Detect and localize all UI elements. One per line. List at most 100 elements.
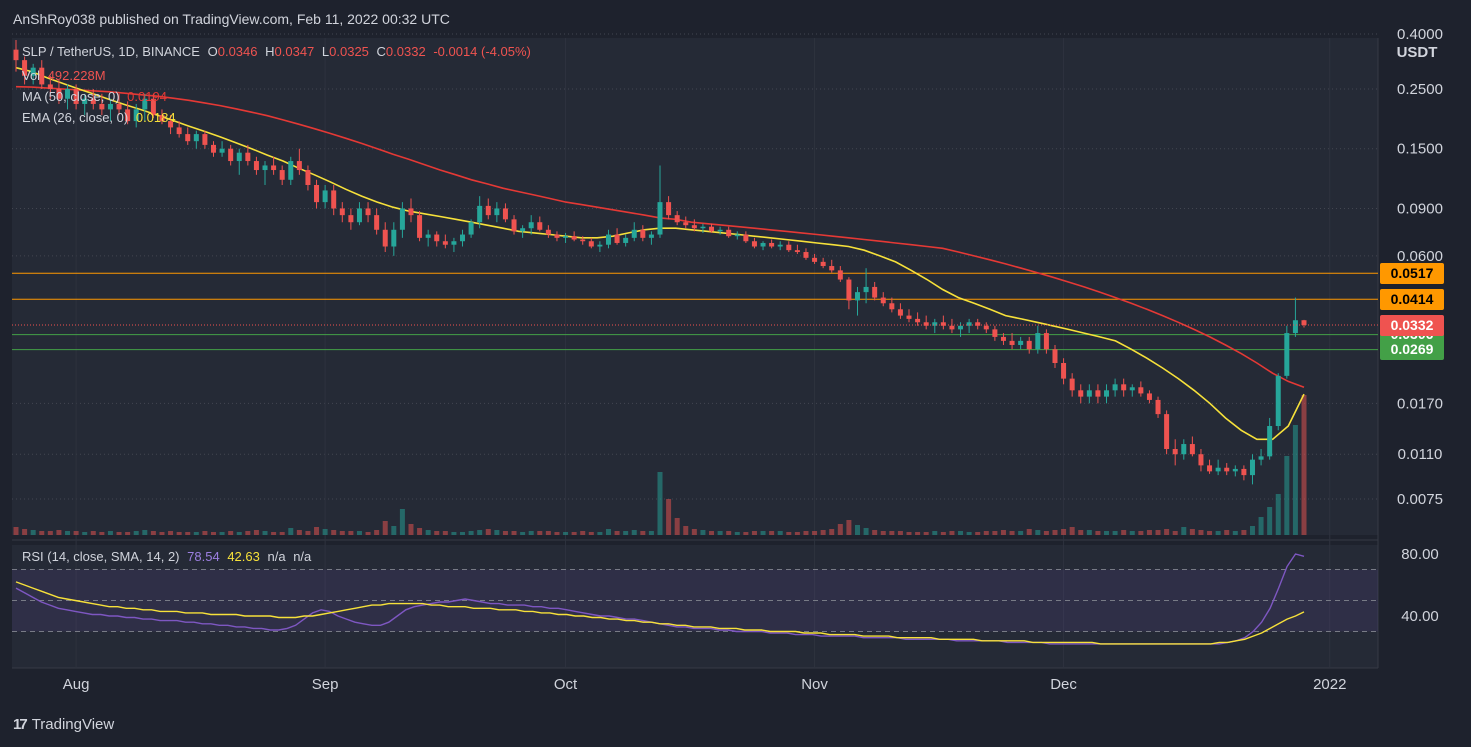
candle (322, 184, 328, 209)
volume-bar (485, 529, 491, 535)
volume-bar (56, 530, 62, 535)
candle (1164, 410, 1170, 455)
volume-bar (159, 532, 165, 535)
candle-body (631, 229, 637, 238)
candle (30, 63, 36, 85)
volume-bar (1061, 529, 1067, 535)
candle (940, 315, 946, 330)
candle-body (880, 297, 886, 304)
candle (13, 40, 19, 72)
candle (631, 222, 637, 242)
candle-body (1292, 320, 1298, 334)
candle-body (1095, 390, 1101, 397)
candle (47, 75, 53, 99)
volume-bar (648, 531, 654, 535)
candle-body (1129, 387, 1135, 391)
candle-body (1035, 333, 1041, 350)
volume-bar (923, 532, 929, 535)
volume-bar (837, 524, 843, 535)
candle-body (150, 98, 156, 116)
candle (1121, 378, 1127, 397)
level-price-label: 0.0269 (1380, 339, 1444, 361)
candle-body (1249, 459, 1255, 476)
volume-bar (1129, 531, 1135, 535)
main-pane-bg (12, 38, 1378, 535)
volume-bar (1224, 530, 1230, 535)
volume-bar (1086, 530, 1092, 535)
candle (1258, 449, 1264, 466)
candle (1061, 358, 1067, 385)
volume-bar (382, 521, 388, 535)
candle (1086, 384, 1092, 404)
candle-body (769, 242, 775, 247)
candle-body (949, 325, 955, 330)
volume-bar (365, 532, 371, 535)
candle (288, 156, 294, 185)
candle-body (1181, 444, 1187, 455)
candle (236, 148, 242, 175)
candle (1301, 319, 1307, 328)
volume-bar (760, 531, 766, 535)
candle-body (554, 234, 560, 238)
volume-bar (666, 499, 672, 535)
volume-bar (47, 531, 53, 535)
volume-bar (571, 532, 577, 535)
candle-body (236, 152, 242, 162)
candle (846, 277, 852, 310)
candle-body (992, 329, 998, 337)
candle-body (691, 225, 697, 229)
volume-bar (683, 526, 689, 535)
y-tick-label: 0.2500 (1397, 81, 1443, 98)
candle (992, 325, 998, 341)
level-price-label: 0.0517 (1380, 262, 1444, 284)
candle-body (683, 222, 689, 226)
candle (107, 98, 113, 122)
candle-body (245, 152, 251, 162)
tradingview-logo[interactable]: 17 TradingView (13, 716, 114, 733)
candle (271, 156, 277, 175)
candle-body (889, 303, 895, 310)
candle (537, 216, 543, 232)
candle (769, 239, 775, 249)
candle-body (1258, 456, 1264, 460)
volume-bar (975, 532, 981, 535)
candle-body (975, 322, 981, 326)
candle-body (528, 222, 534, 229)
candle-body (90, 98, 96, 104)
candle-body (1241, 468, 1247, 476)
volume-bar (253, 530, 259, 535)
volume-bar (296, 530, 302, 535)
volume-bar (348, 531, 354, 535)
volume-bar (709, 531, 715, 535)
ma-value: 0.0194 (127, 89, 167, 104)
candle-body (451, 241, 457, 245)
candle-body (271, 165, 277, 171)
low-value: 0.0325 (329, 44, 369, 59)
volume-bar (1275, 494, 1281, 535)
candle-body (314, 184, 320, 203)
candle-body (485, 205, 491, 216)
last-price-label: 0.0332 (1380, 314, 1444, 336)
candle (666, 196, 672, 220)
candle-body (1043, 333, 1049, 350)
candle (1052, 344, 1058, 368)
candle (382, 222, 388, 253)
symbol-label: SLP / TetherUS, 1D, BINANCE (22, 44, 200, 59)
candle (1207, 459, 1213, 474)
volume-bar (734, 532, 740, 535)
candle (528, 215, 534, 235)
volume-bar (1095, 531, 1101, 535)
ma-legend: MA (50, close, 0) 0.0194 (22, 89, 171, 104)
candle-body (39, 67, 45, 85)
candle-body (520, 228, 526, 232)
candle (1104, 384, 1110, 404)
volume-bar (502, 531, 508, 535)
candle (906, 309, 912, 323)
volume-value: 492.228M (47, 68, 106, 83)
candle-body (966, 322, 972, 326)
candle-body (614, 234, 620, 243)
candle-body (1172, 449, 1178, 455)
candle (356, 202, 362, 226)
candle-body (56, 89, 62, 99)
